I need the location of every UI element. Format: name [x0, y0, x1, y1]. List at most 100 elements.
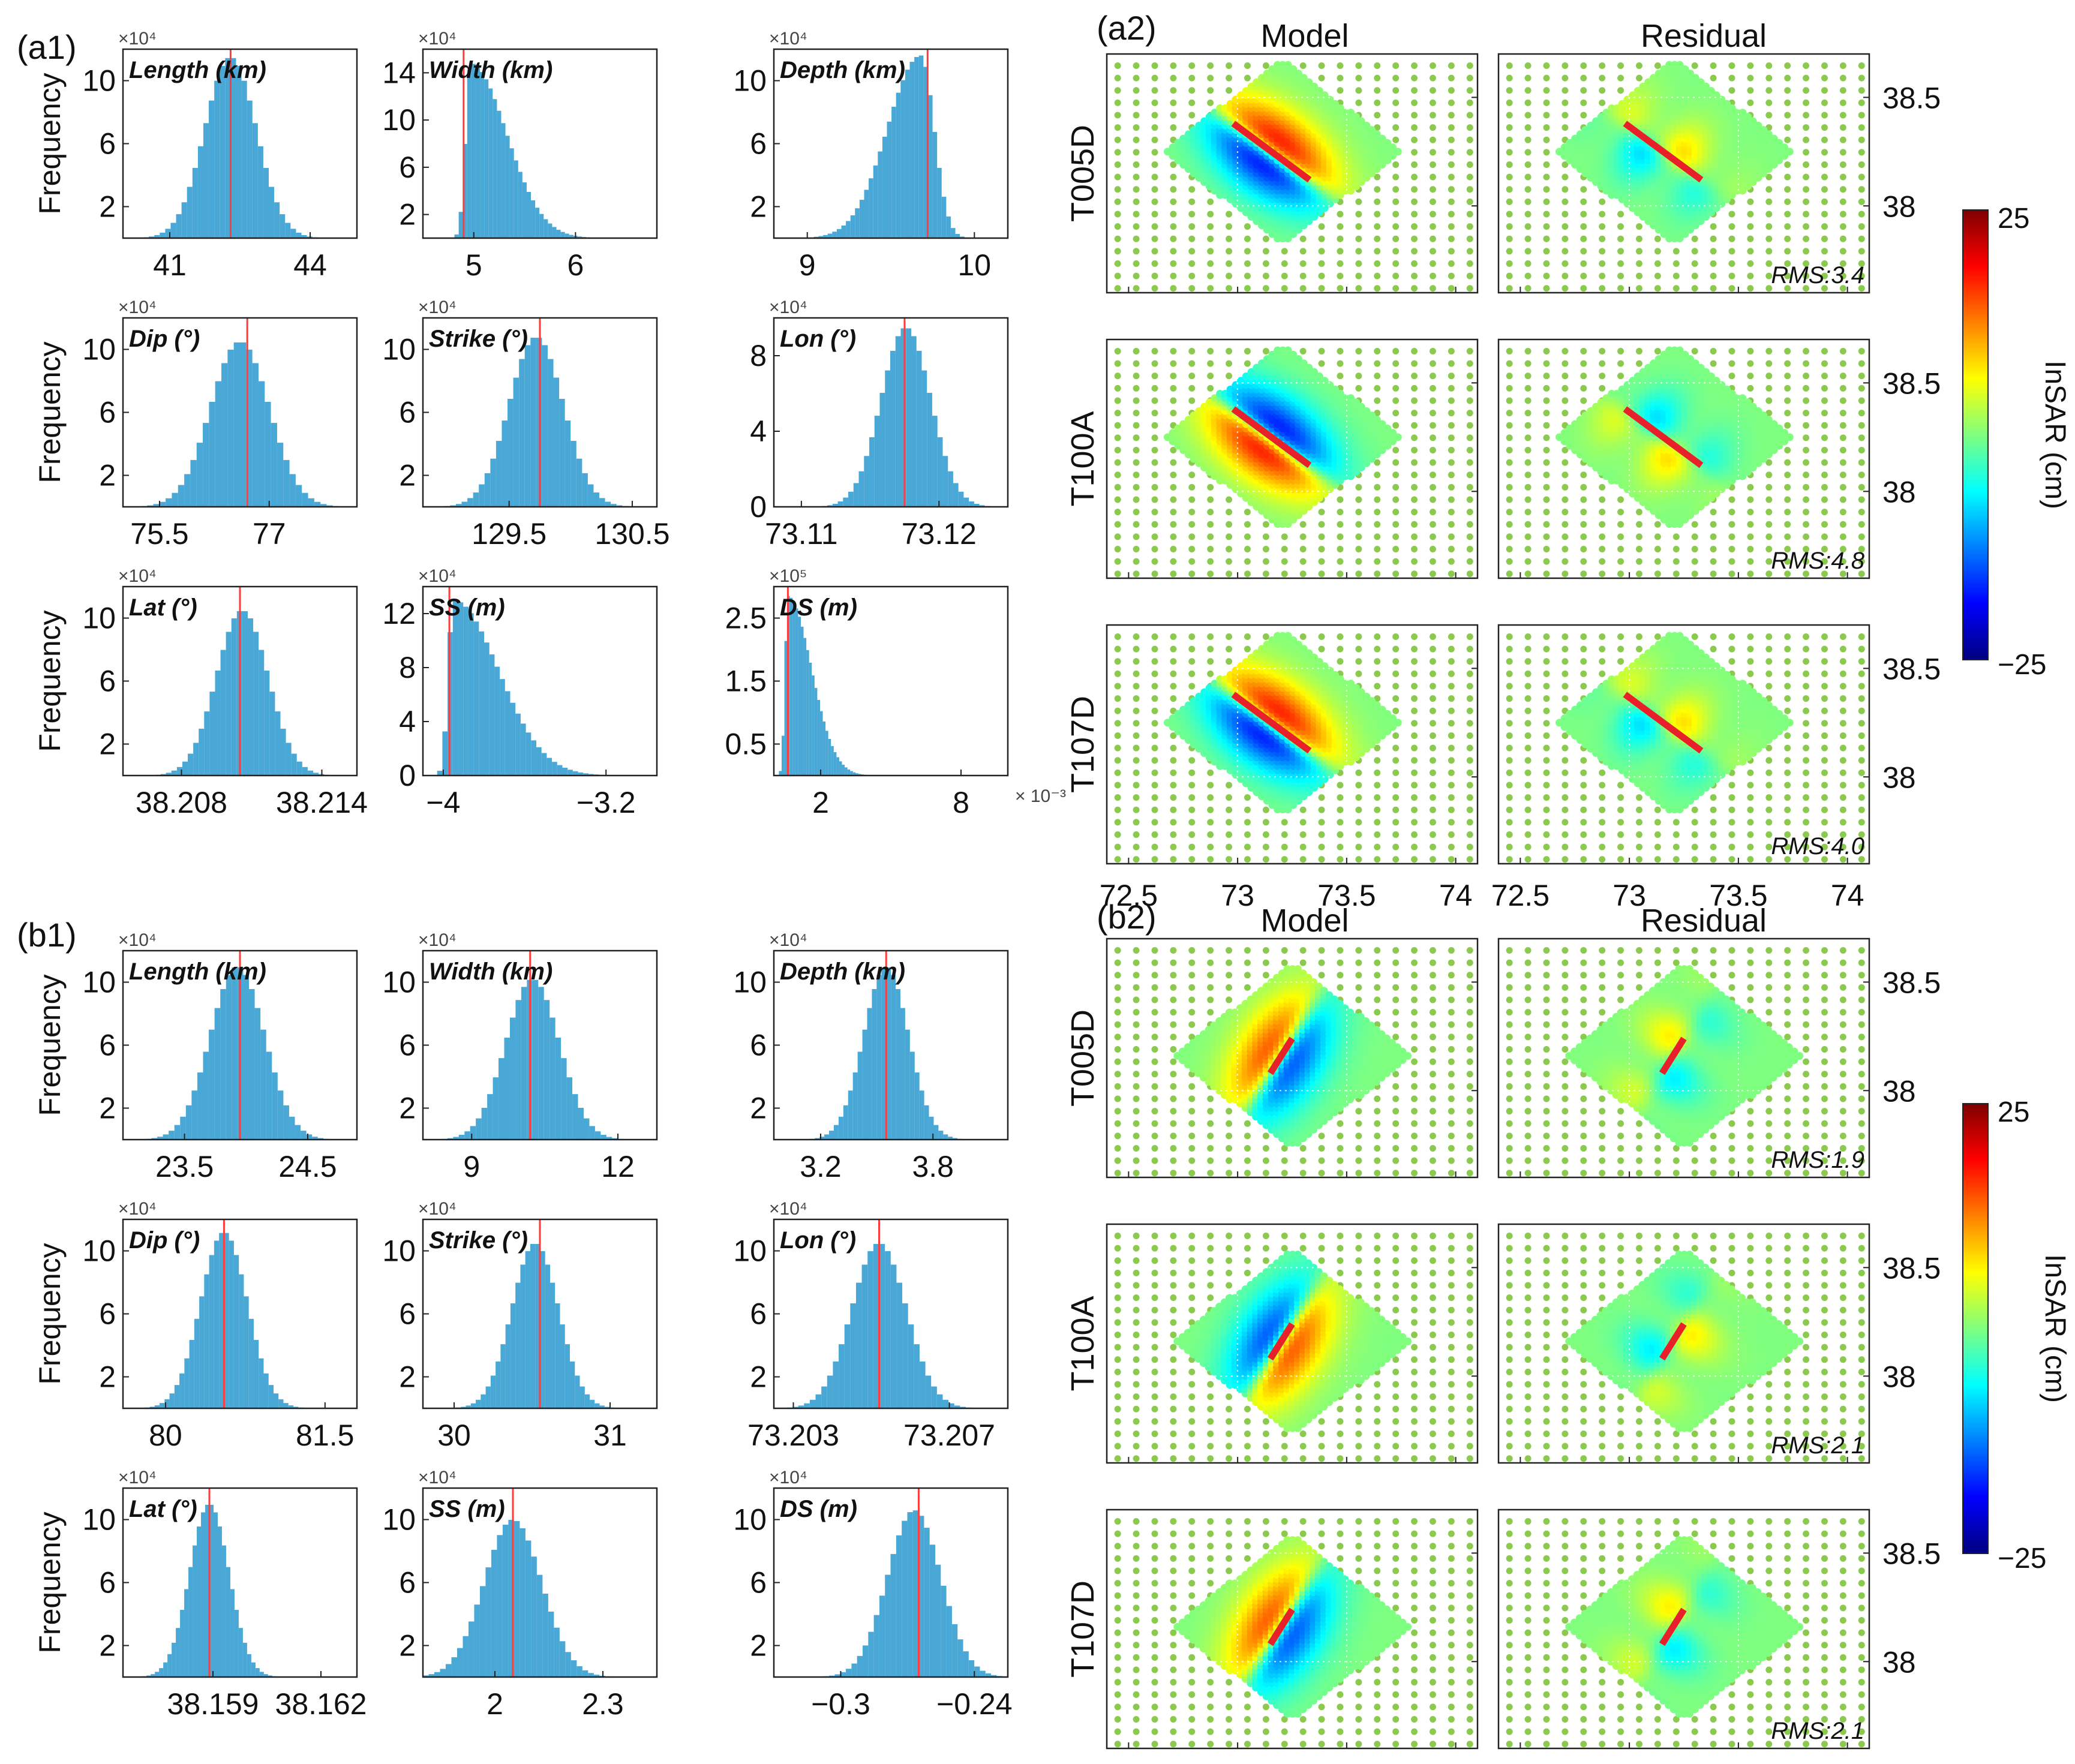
observation-point — [1543, 410, 1550, 417]
observation-point — [1392, 124, 1400, 131]
observation-point — [1561, 112, 1569, 119]
y-axis-exponent: ×10⁴ — [118, 297, 157, 317]
observation-point — [1429, 248, 1436, 255]
histogram-bar — [902, 1303, 908, 1408]
observation-point — [1374, 285, 1381, 292]
observation-point — [1226, 372, 1233, 380]
observation-point — [1188, 509, 1196, 516]
observation-point — [1374, 62, 1381, 70]
observation-point — [1524, 149, 1532, 156]
observation-point — [1188, 483, 1196, 491]
histogram-bar — [951, 1624, 958, 1677]
y-tick-label: 2.5 — [725, 602, 767, 635]
observation-point — [1765, 384, 1773, 392]
observation-point — [1543, 136, 1550, 143]
y-tick-label: 2 — [750, 1360, 767, 1394]
histogram-bar — [890, 350, 896, 507]
observation-point — [1803, 235, 1810, 242]
observation-point — [1170, 223, 1177, 230]
observation-point — [1654, 285, 1661, 292]
histogram-bar — [852, 1072, 858, 1140]
histogram-bar — [525, 1540, 531, 1677]
observation-point — [1133, 533, 1140, 540]
observation-point — [1617, 570, 1624, 578]
observation-point — [1411, 136, 1418, 143]
y-tick-label: 10 — [382, 1503, 416, 1537]
observation-point — [1170, 397, 1177, 404]
observation-point — [1392, 496, 1400, 503]
histogram-bar — [935, 1564, 941, 1677]
observation-point — [1299, 533, 1307, 540]
observation-point — [1506, 471, 1513, 479]
observation-point — [1691, 533, 1698, 540]
observation-point — [1654, 558, 1661, 565]
observation-point — [1524, 198, 1532, 205]
observation-point — [1784, 248, 1791, 255]
observation-point — [1524, 235, 1532, 242]
colorbar-b2-gradient — [1962, 1103, 1989, 1554]
observation-point — [1226, 533, 1233, 540]
histogram-bar — [900, 1008, 905, 1140]
observation-point — [1784, 223, 1791, 230]
observation-point — [1133, 136, 1140, 143]
observation-point — [1803, 112, 1810, 119]
observation-point — [1839, 483, 1846, 491]
observation-point — [1262, 272, 1269, 280]
observation-point — [1747, 87, 1754, 94]
histogram-bar — [781, 735, 785, 776]
observation-point — [1747, 546, 1754, 553]
observation-point — [1170, 459, 1177, 466]
histogram-bar — [919, 1361, 926, 1408]
histogram-bar — [509, 148, 514, 238]
observation-point — [1411, 471, 1418, 479]
observation-point — [1506, 483, 1513, 491]
observation-point — [1114, 260, 1121, 268]
y-axis-label: Frequency — [33, 73, 67, 214]
histogram-bar — [182, 761, 188, 776]
histogram-bar — [929, 1544, 936, 1677]
histogram-bar — [226, 1567, 230, 1677]
observation-point — [1392, 372, 1400, 380]
histogram-bar — [848, 1090, 853, 1140]
observation-point — [1839, 173, 1846, 181]
histogram-bar — [301, 1131, 307, 1140]
histogram-bar — [572, 1094, 578, 1140]
histogram-bar — [242, 1642, 247, 1677]
observation-point — [1672, 546, 1680, 553]
observation-point — [1114, 161, 1121, 169]
observation-point — [1466, 533, 1473, 540]
observation-point — [1262, 570, 1269, 578]
observation-point — [1543, 397, 1550, 404]
observation-point — [1151, 410, 1158, 417]
observation-point — [1207, 87, 1214, 94]
histogram-bar — [855, 773, 858, 776]
histogram-title: Dip (°) — [129, 326, 200, 352]
observation-point — [1133, 384, 1140, 392]
observation-point — [1448, 248, 1455, 255]
histogram-bar — [178, 485, 185, 507]
y-axis-exponent: ×10⁴ — [769, 297, 807, 317]
histogram-bar — [194, 1318, 200, 1408]
histogram-title: Length (km) — [129, 57, 266, 83]
observation-point — [1207, 533, 1214, 540]
observation-point — [1617, 348, 1624, 355]
observation-point — [1784, 372, 1791, 380]
y-tick-label: 6 — [399, 151, 416, 184]
observation-point — [1151, 272, 1158, 280]
observation-point — [1262, 348, 1269, 355]
observation-point — [1524, 459, 1532, 466]
histogram-bar — [201, 1512, 206, 1677]
observation-point — [1710, 235, 1717, 242]
observation-point — [1821, 223, 1828, 230]
histogram-bar — [254, 1008, 261, 1140]
observation-point — [1133, 348, 1140, 355]
histogram-bar — [251, 1662, 256, 1677]
observation-point — [1543, 533, 1550, 540]
observation-point — [1318, 533, 1325, 540]
histogram-bar — [991, 1675, 997, 1677]
observation-point — [1821, 149, 1828, 156]
observation-point — [1299, 285, 1307, 292]
observation-point — [1543, 496, 1550, 503]
